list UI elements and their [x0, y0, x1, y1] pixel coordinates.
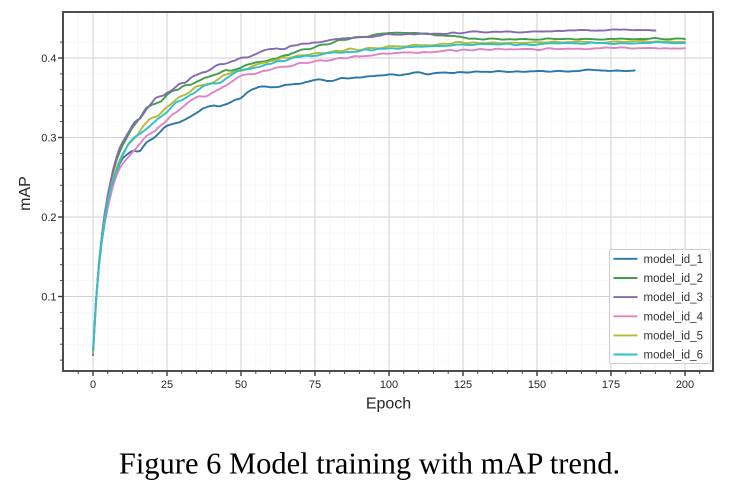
svg-text:100: 100 — [380, 379, 398, 391]
svg-text:150: 150 — [528, 379, 546, 391]
svg-text:0.4: 0.4 — [41, 53, 56, 65]
svg-text:model_id_4: model_id_4 — [644, 311, 704, 323]
svg-text:Figure 6 Model training with m: Figure 6 Model training with mAP trend. — [119, 447, 620, 481]
svg-text:0.1: 0.1 — [41, 291, 56, 303]
svg-text:75: 75 — [309, 379, 321, 391]
svg-text:175: 175 — [602, 379, 620, 391]
svg-text:0: 0 — [90, 379, 96, 391]
svg-text:50: 50 — [235, 379, 247, 391]
svg-text:125: 125 — [454, 379, 472, 391]
svg-text:model_id_3: model_id_3 — [644, 292, 703, 304]
svg-text:model_id_6: model_id_6 — [644, 350, 703, 362]
svg-text:mAP: mAP — [17, 176, 34, 211]
svg-text:0.3: 0.3 — [41, 132, 56, 144]
svg-text:200: 200 — [676, 379, 694, 391]
svg-text:model_id_2: model_id_2 — [644, 273, 703, 285]
svg-text:model_id_1: model_id_1 — [644, 254, 703, 266]
svg-text:25: 25 — [161, 379, 173, 391]
svg-text:Epoch: Epoch — [366, 396, 411, 413]
svg-text:0.2: 0.2 — [41, 212, 56, 224]
svg-text:model_id_5: model_id_5 — [644, 330, 703, 342]
